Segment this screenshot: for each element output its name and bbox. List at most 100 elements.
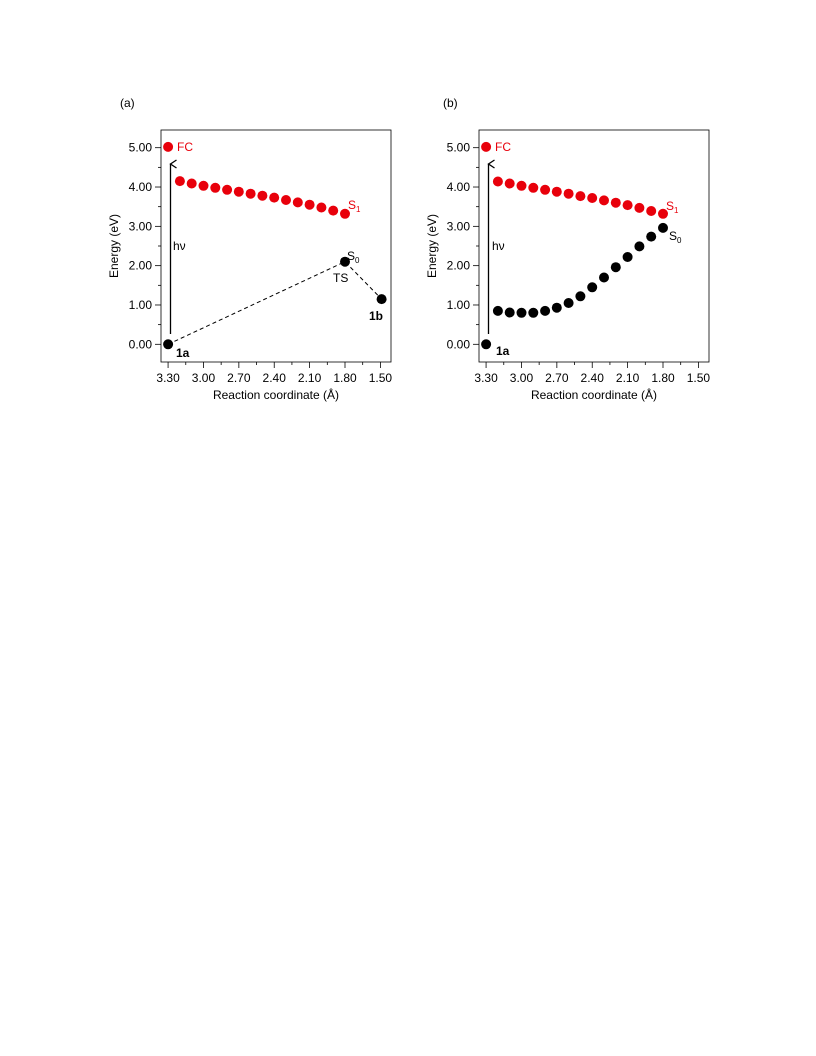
plot-frame: [478, 129, 710, 363]
data-point-s1: [340, 208, 350, 219]
x-tick-label: 2.10: [298, 371, 322, 385]
data-point-s1: [163, 141, 174, 152]
y-tick-label: 4.00: [447, 180, 471, 194]
start-label: 1a: [176, 346, 190, 360]
y-tick-label: 1.00: [129, 298, 153, 312]
data-point-s1: [528, 182, 539, 193]
x-tick-label: 2.40: [581, 371, 605, 385]
data-point-s1: [222, 184, 233, 195]
s1-label: S1: [666, 199, 679, 215]
y-tick-label: 0.00: [447, 337, 471, 351]
data-point-s0: [658, 222, 668, 233]
data-point-s0: [528, 307, 539, 318]
y-axis: 0.00 1.00 2.00 3.00 4.00 5.00: [129, 141, 161, 351]
data-point-s1: [233, 186, 244, 197]
data-point-s0: [340, 256, 350, 267]
y-axis: 0.00 1.00 2.00 3.00 4.00 5.00: [447, 141, 479, 351]
s0-label: S0: [347, 249, 360, 265]
data-point-s0: [540, 305, 551, 316]
data-point-s1: [587, 193, 598, 203]
data-point-s1: [304, 199, 315, 210]
data-point-s1: [658, 208, 668, 219]
x-tick-label: 3.00: [192, 371, 216, 385]
data-point-s0: [575, 291, 586, 302]
plot-frame: [160, 129, 392, 363]
s1-label-sub: 1: [674, 206, 679, 215]
s0-label-main: S: [669, 229, 677, 243]
y-tick-label: 1.00: [447, 298, 471, 312]
data-point-s1: [551, 186, 562, 197]
y-tick-label: 2.00: [447, 259, 471, 273]
series-layer: [163, 141, 387, 350]
data-point-s1: [481, 141, 492, 152]
fc-label: FC: [495, 140, 511, 154]
s0-label-sub: 0: [355, 256, 360, 265]
x-tick-label: 2.40: [263, 371, 287, 385]
data-point-s1: [257, 190, 268, 201]
hv-label: hν: [173, 239, 186, 253]
data-point-s1: [622, 200, 633, 211]
data-point-s0: [599, 272, 609, 283]
data-point-s1: [198, 180, 209, 191]
data-point-s1: [540, 184, 551, 195]
y-axis-label: Energy (eV): [425, 214, 439, 278]
s1-label-main: S: [666, 199, 674, 213]
series-layer: [481, 141, 668, 350]
x-tick-label: 2.70: [545, 371, 569, 385]
data-point-s1: [316, 202, 327, 213]
data-point-s0: [481, 339, 492, 350]
x-tick-label: 3.30: [474, 371, 498, 385]
data-point-s1: [292, 197, 303, 208]
y-axis-label: Energy (eV): [107, 214, 121, 278]
data-point-s0: [516, 307, 527, 318]
panel-label: (b): [443, 96, 458, 110]
data-point-s0: [492, 305, 503, 316]
data-point-s1: [504, 178, 515, 189]
x-tick-label: 1.50: [369, 371, 393, 385]
s0-label-main: S: [347, 249, 355, 263]
data-point-s1: [599, 195, 609, 206]
data-point-s0: [622, 252, 633, 262]
data-point-s1: [174, 176, 185, 187]
data-point-s1: [563, 188, 574, 199]
data-point-s1: [610, 197, 621, 208]
data-point-s1: [328, 205, 339, 216]
s0-label: S0: [669, 229, 682, 245]
panel-label: (a): [120, 96, 135, 110]
x-tick-label: 3.30: [156, 371, 180, 385]
ts-label: TS: [333, 271, 348, 285]
data-point-s0: [563, 298, 574, 308]
data-point-s0: [376, 294, 387, 305]
x-tick-label: 1.50: [687, 371, 711, 385]
data-point-s1: [269, 192, 280, 203]
s0-label-sub: 0: [677, 236, 682, 245]
series-s0-connector: [167, 261, 382, 345]
data-point-s1: [575, 191, 586, 202]
y-tick-label: 4.00: [129, 180, 153, 194]
s1-label: S1: [348, 198, 361, 214]
fc-label: FC: [177, 140, 193, 154]
x-tick-label: 1.80: [651, 371, 675, 385]
data-point-s0: [551, 302, 562, 313]
start-label: 1a: [496, 344, 510, 358]
data-point-s0: [504, 307, 515, 318]
x-tick-label: 2.10: [616, 371, 640, 385]
data-point-s1: [646, 206, 657, 216]
data-point-s1: [186, 178, 197, 189]
x-tick-label: 2.70: [227, 371, 251, 385]
data-point-s0: [163, 339, 174, 350]
y-tick-label: 3.00: [447, 219, 471, 233]
x-axis: 3.30 3.00 2.70 2.40 2.10 1.80 1.50: [474, 362, 710, 385]
panel-a: (a) 0.00 1.00 2.00 3.00 4.00 5.00 3.30 3.00 2.7…: [107, 96, 392, 402]
y-tick-label: 0.00: [129, 337, 153, 351]
end-label: 1b: [369, 309, 383, 323]
hv-label: hν: [492, 239, 505, 253]
data-point-s0: [587, 282, 598, 293]
x-axis: 3.30 3.00 2.70 2.40 2.10 1.80 1.50: [156, 362, 392, 385]
x-tick-label: 3.00: [510, 371, 534, 385]
annotations: hν FC S1 S0 1a: [489, 140, 682, 358]
data-point-s1: [210, 182, 221, 193]
data-point-s0: [646, 231, 657, 242]
panel-b: (b) 0.00 1.00 2.00 3.00 4.00 5.00 3.30 3.00 2.7…: [425, 96, 710, 402]
